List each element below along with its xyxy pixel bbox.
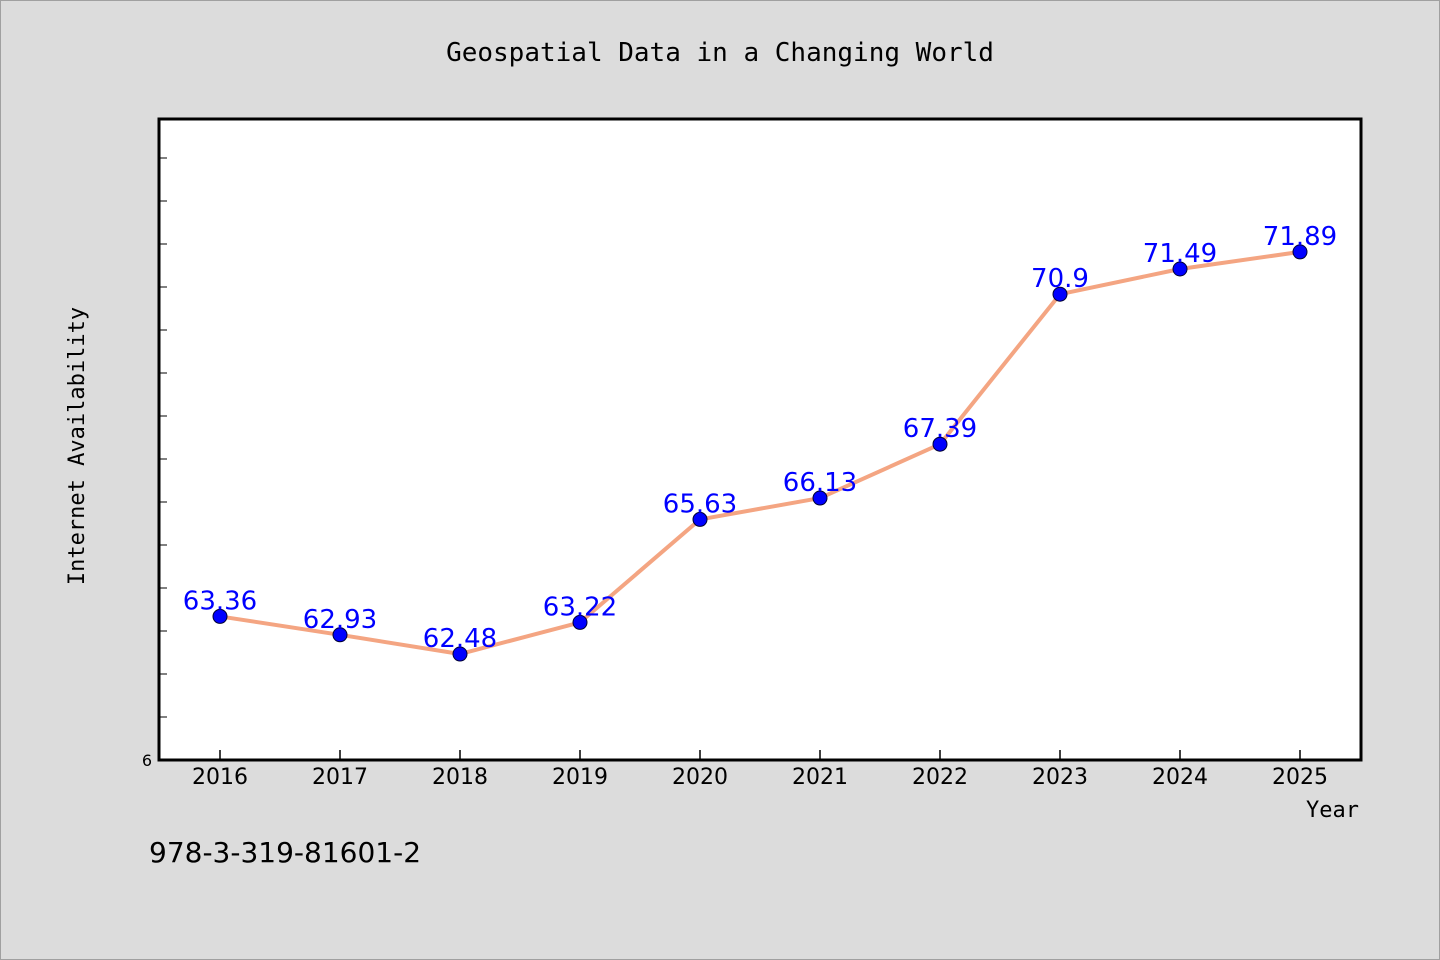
x-tick-label-2016: 2016	[192, 765, 248, 790]
x-tick-label-2022: 2022	[912, 765, 968, 790]
data-label-2024: 71.49	[1143, 239, 1217, 269]
data-label-2023: 70.9	[1031, 264, 1089, 294]
data-point-2024	[1172, 261, 1188, 277]
data-point-2016	[212, 608, 228, 624]
x-tick-label-2025: 2025	[1272, 765, 1328, 790]
x-axis-ticks: 2016 2017 2018 2019 2020 2021 2022 2023 2024 2025	[192, 750, 1328, 790]
data-label-2018: 62.48	[423, 624, 497, 654]
data-point-2021	[812, 490, 828, 506]
x-tick-label-2018: 2018	[432, 765, 488, 790]
x-axis-label: Year	[1306, 798, 1359, 823]
data-label-2022: 67.39	[903, 414, 977, 444]
data-labels: 63.36 62.93 62.48 63.22 65.63 66.13 67.39 70.9 7…	[183, 222, 1337, 654]
x-tick-label-2019: 2019	[552, 765, 608, 790]
y-axis-label: Internet Availability	[65, 307, 90, 585]
data-markers	[212, 244, 1308, 662]
data-point-2018	[452, 646, 468, 662]
series-line	[218, 249, 1302, 657]
data-point-2019	[572, 614, 588, 630]
data-point-2017	[332, 627, 348, 643]
data-point-2022	[932, 436, 948, 452]
data-point-2025	[1292, 244, 1308, 260]
chart-title: Geospatial Data in a Changing World	[446, 38, 994, 68]
x-tick-label-2024: 2024	[1152, 765, 1208, 790]
x-tick-label-2017: 2017	[312, 765, 368, 790]
data-label-2016: 63.36	[183, 586, 257, 616]
data-label-2019: 63.22	[543, 592, 617, 622]
data-label-2025: 71.89	[1263, 222, 1337, 252]
data-label-2021: 66.13	[783, 468, 857, 498]
data-point-2020	[692, 511, 708, 527]
x-tick-label-2020: 2020	[672, 765, 728, 790]
y-tick-label: 6	[142, 751, 152, 770]
footnote-isbn: 978-3-319-81601-2	[149, 836, 421, 869]
series-line-group	[218, 249, 1302, 657]
plot-area	[157, 117, 1363, 762]
data-point-2023	[1052, 286, 1068, 302]
data-label-2020: 65.63	[663, 489, 737, 519]
x-tick-label-2023: 2023	[1032, 765, 1088, 790]
x-tick-label-2021: 2021	[792, 765, 848, 790]
data-label-2017: 62.93	[303, 605, 377, 635]
y-axis-ticks	[159, 157, 167, 718]
